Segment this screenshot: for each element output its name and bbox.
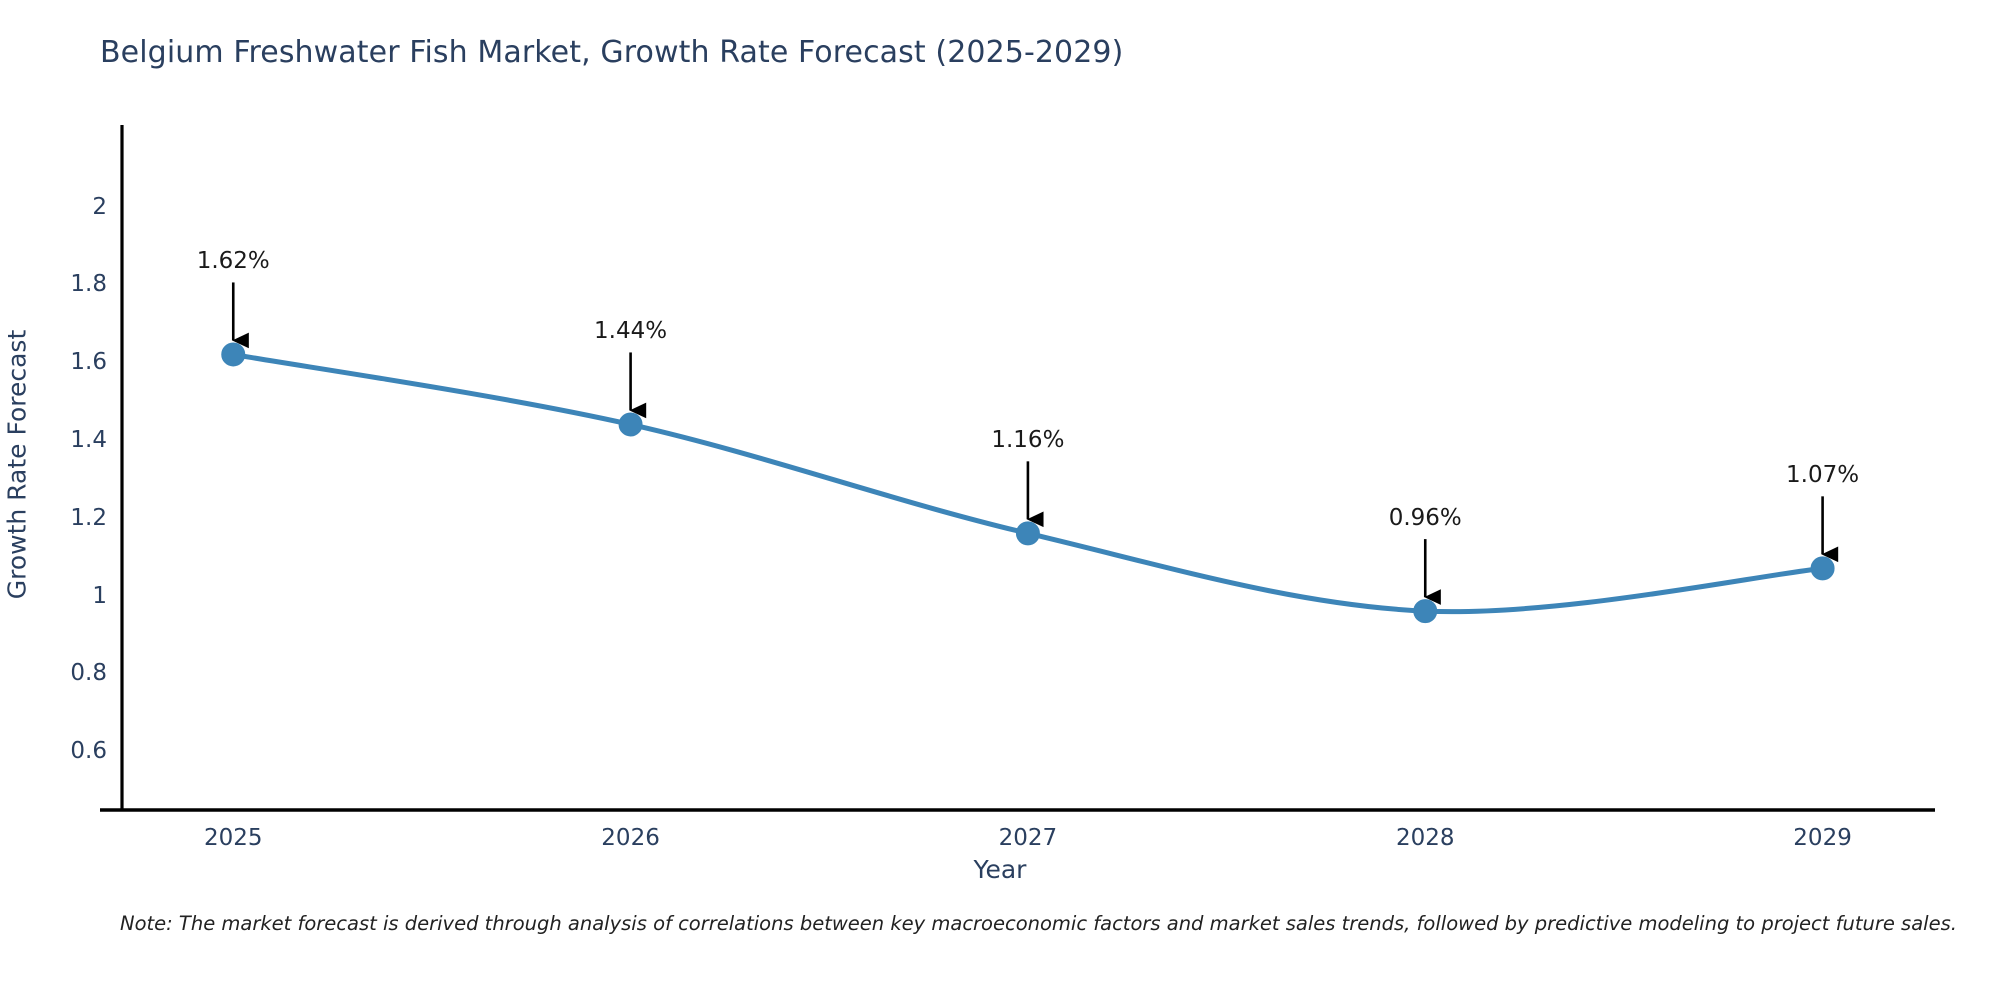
y-tick-label: 2 bbox=[92, 193, 107, 220]
x-tick-label: 2027 bbox=[998, 825, 1058, 851]
chart-title: Belgium Freshwater Fish Market, Growth R… bbox=[100, 35, 1124, 70]
y-tick-label: 1.4 bbox=[70, 427, 107, 453]
y-tick-label: 0.8 bbox=[70, 660, 107, 687]
data-point-markers bbox=[221, 342, 1835, 624]
y-tick-label: 1.8 bbox=[70, 271, 107, 298]
y-tick-label: 1.6 bbox=[70, 349, 107, 376]
data-point-label: 1.16% bbox=[991, 427, 1065, 454]
y-tick-label: 0.6 bbox=[70, 738, 107, 765]
y-tick-label: 1 bbox=[92, 582, 107, 609]
data-point-label: 1.62% bbox=[196, 248, 270, 275]
data-point-label: 1.07% bbox=[1786, 462, 1860, 489]
x-tick-label: 2028 bbox=[1395, 825, 1455, 851]
y-tick-label: 1.2 bbox=[70, 504, 107, 531]
data-point-label: 1.44% bbox=[594, 318, 668, 345]
footer-note: Note: The market forecast is derived thr… bbox=[120, 912, 1957, 935]
axis-lines bbox=[100, 125, 1935, 812]
x-tick-label: 2026 bbox=[601, 825, 660, 851]
x-tick-label: 2029 bbox=[1793, 825, 1852, 851]
annotation-arrows bbox=[231, 282, 1839, 605]
data-point-label: 0.96% bbox=[1388, 505, 1462, 532]
x-tick-label: 2025 bbox=[203, 825, 263, 851]
x-axis-title: Year bbox=[973, 855, 1027, 884]
